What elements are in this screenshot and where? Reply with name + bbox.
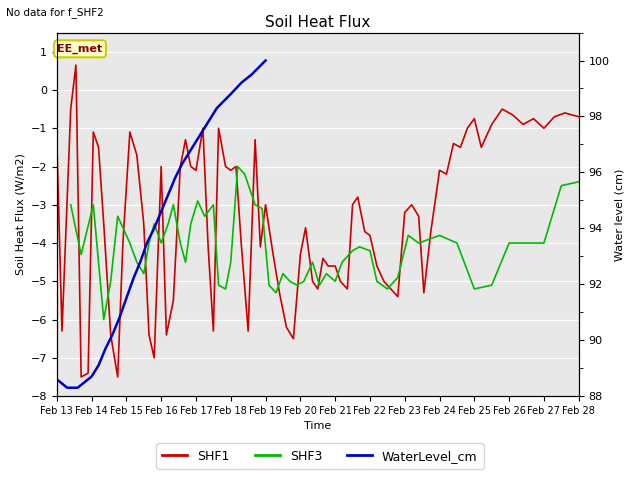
WaterLevel_cm [164,192,172,198]
SHF1 [95,144,102,150]
Text: EE_met: EE_met [58,44,102,54]
WaterLevel_cm [109,332,116,337]
WaterLevel_cm [157,209,165,215]
WaterLevel_cm [60,382,68,388]
WaterLevel_cm [77,382,85,388]
X-axis label: Time: Time [304,421,332,432]
WaterLevel_cm [206,116,214,122]
WaterLevel_cm [192,139,200,144]
Line: WaterLevel_cm: WaterLevel_cm [57,60,266,388]
SHF3 [404,232,412,238]
Legend: SHF1, SHF3, WaterLevel_cm: SHF1, SHF3, WaterLevel_cm [156,444,484,469]
WaterLevel_cm [88,373,95,379]
Title: Soil Heat Flux: Soil Heat Flux [265,15,371,30]
WaterLevel_cm [56,379,64,385]
WaterLevel_cm [74,385,81,391]
SHF3 [67,202,74,208]
Text: No data for f_SHF2: No data for f_SHF2 [6,7,104,18]
WaterLevel_cm [178,161,186,167]
SHF1 [145,332,153,338]
SHF3 [77,252,85,257]
SHF3 [349,248,356,253]
WaterLevel_cm [172,175,179,181]
Y-axis label: Soil Heat Flux (W/m2): Soil Heat Flux (W/m2) [15,154,25,275]
SHF3 [234,164,241,169]
SHF1 [72,62,80,68]
SHF1 [215,125,223,131]
SHF3 [332,278,339,284]
WaterLevel_cm [185,150,193,156]
WaterLevel_cm [53,376,61,382]
WaterLevel_cm [102,346,109,351]
SHF3 [100,317,108,323]
SHF1 [301,225,309,230]
WaterLevel_cm [262,58,269,63]
SHF1 [575,114,582,120]
WaterLevel_cm [150,226,158,231]
WaterLevel_cm [95,362,102,368]
WaterLevel_cm [213,105,221,111]
Line: SHF3: SHF3 [70,167,579,320]
SHF1 [53,137,61,143]
SHF1 [401,210,408,216]
SHF3 [308,259,316,265]
WaterLevel_cm [81,379,88,385]
WaterLevel_cm [70,385,78,391]
WaterLevel_cm [143,240,151,245]
WaterLevel_cm [136,259,144,265]
WaterLevel_cm [199,128,207,133]
WaterLevel_cm [63,385,71,391]
SHF1 [262,202,269,208]
SHF3 [221,286,229,292]
WaterLevel_cm [248,72,255,77]
WaterLevel_cm [237,80,245,86]
SHF3 [575,179,582,185]
WaterLevel_cm [116,315,124,321]
WaterLevel_cm [122,295,130,301]
Line: SHF1: SHF1 [57,65,579,377]
WaterLevel_cm [227,91,235,97]
Y-axis label: Water level (cm): Water level (cm) [615,168,625,261]
SHF1 [77,374,85,380]
WaterLevel_cm [129,276,137,282]
